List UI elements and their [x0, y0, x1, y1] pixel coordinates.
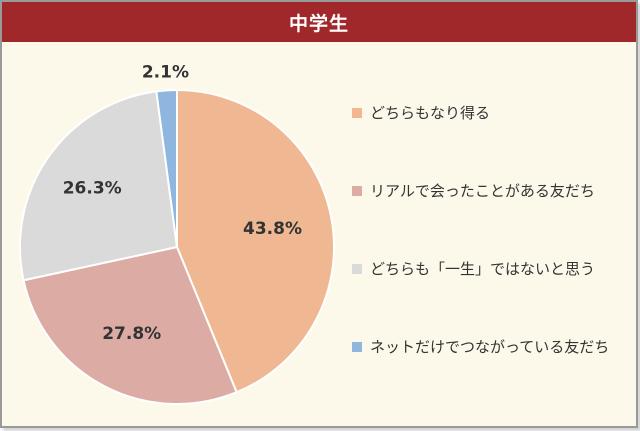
legend-swatch-1	[352, 107, 362, 118]
legend-item-3: どちらも「一生」ではないと思う	[352, 258, 595, 279]
pie-slice-3	[19, 90, 179, 282]
legend-swatch-2	[352, 185, 362, 196]
chart-title: 中学生	[2, 2, 636, 42]
legend-label-4: ネットだけでつながっている友だち	[370, 338, 610, 356]
legend-item-2: リアルで会ったことがある友だち	[352, 180, 595, 201]
data-label-1: 43.8%	[243, 219, 302, 239]
legend-swatch-4	[352, 341, 362, 352]
pie-slice-1	[176, 88, 335, 394]
legend-label-1: どちらもなり得る	[370, 104, 491, 122]
pie-slice-4	[155, 88, 178, 248]
pie-chart: 43.8% 27.8% 26.3% 2.1%	[19, 63, 335, 405]
legend-item-1: どちらもなり得る	[352, 102, 490, 123]
legend-item-4: ネットだけでつながっている友だち	[352, 336, 609, 357]
data-label-2: 27.8%	[102, 324, 161, 344]
legend-label-2: リアルで会ったことがある友だち	[370, 182, 595, 200]
legend-swatch-3	[352, 263, 362, 274]
pie-slice-2	[22, 245, 238, 405]
data-label-3: 26.3%	[63, 178, 122, 198]
legend-label-3: どちらも「一生」ではないと思う	[370, 260, 596, 278]
data-label-4: 2.1%	[142, 63, 189, 83]
